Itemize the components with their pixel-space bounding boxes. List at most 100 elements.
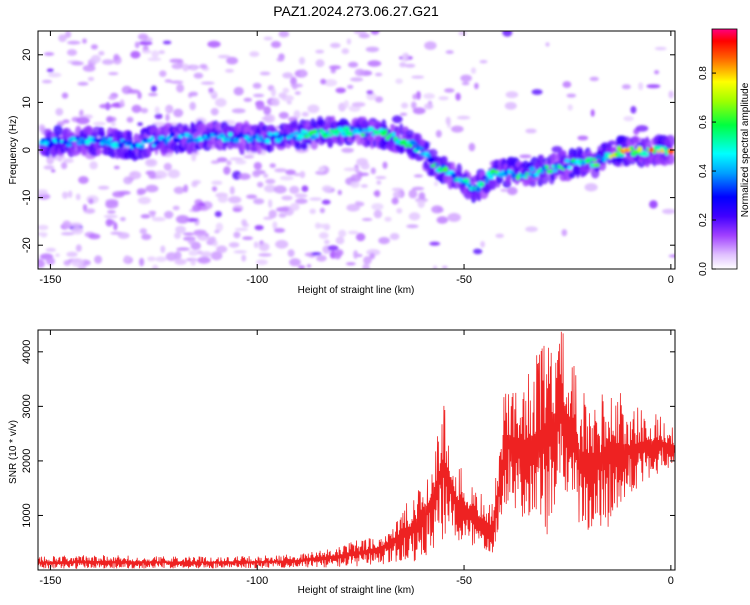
heatmap-noise-blob	[223, 166, 231, 175]
heatmap-ridge-core	[265, 138, 271, 144]
heatmap-noise-blob	[436, 216, 448, 224]
heatmap-noise-blob	[545, 42, 550, 47]
heatmap-ridge-core	[597, 160, 604, 164]
heatmap-noise-blob	[145, 184, 159, 193]
heatmap-noise-blob	[285, 169, 296, 176]
heatmap-noise-blob	[48, 72, 62, 78]
heatmap-noise-blob	[434, 181, 439, 187]
heatmap-ridge-halo	[456, 163, 462, 175]
heatmap-noise-blob	[668, 254, 675, 258]
heatmap-ridge-core	[76, 141, 83, 146]
heatmap-ridge-halo	[423, 160, 429, 170]
heatmap-noise-blob	[45, 257, 56, 266]
heatmap-noise-blob	[98, 51, 105, 56]
heatmap-noise-blob	[229, 186, 235, 195]
heatmap-noise-blob	[174, 258, 187, 265]
heatmap-ridge-core	[332, 132, 340, 136]
heatmap-noise-blob	[384, 216, 392, 222]
heatmap-noise-blob	[471, 67, 476, 74]
heatmap-noise-blob	[85, 208, 96, 214]
heatmap-noise-blob	[65, 31, 72, 38]
heatmap-noise-blob	[169, 58, 183, 63]
heatmap-noise-blob	[635, 125, 649, 132]
heatmap-noise-blob	[176, 247, 190, 251]
heatmap-noise-blob	[78, 176, 89, 184]
heatmap-noise-blob	[193, 72, 204, 79]
heatmap-noise-blob	[38, 258, 44, 263]
heatmap-noise-blob	[117, 232, 130, 239]
heatmap-noise-blob	[278, 212, 287, 218]
heatmap-noise-blob	[263, 173, 269, 178]
heatmap-noise-blob	[423, 93, 435, 100]
heatmap-noise-blob	[89, 161, 98, 170]
heatmap-noise-blob	[298, 265, 306, 269]
heatmap-ridge-core	[549, 169, 553, 174]
heatmap-ridge-core	[169, 132, 176, 137]
heatmap-noise-blob	[254, 225, 264, 231]
heatmap-noise-blob	[163, 162, 172, 171]
heatmap-noise-blob	[232, 207, 242, 212]
y-tick-label: 10	[21, 96, 33, 108]
heatmap-noise-blob	[148, 92, 158, 97]
y-tick-label: -10	[21, 190, 33, 206]
heatmap-noise-blob	[263, 106, 272, 116]
heatmap-noise-blob	[282, 87, 290, 94]
heatmap-noise-blob	[345, 262, 356, 266]
heatmap-noise-blob	[139, 40, 153, 46]
heatmap-noise-blob	[137, 91, 142, 100]
heatmap-noise-blob	[329, 65, 341, 70]
heatmap-noise-blob	[44, 52, 55, 56]
heatmap-noise-blob	[321, 199, 331, 205]
heatmap-ridge-core	[280, 136, 284, 141]
heatmap-ridge-core	[595, 155, 602, 160]
heatmap-noise-blob	[63, 260, 71, 266]
heatmap-noise-blob	[113, 222, 118, 231]
heatmap-noise-blob	[225, 68, 234, 73]
heatmap-noise-blob	[455, 92, 461, 101]
heatmap-ridge-core	[482, 175, 487, 180]
y-tick-label: 2000	[21, 449, 33, 473]
heatmap-noise-blob	[319, 207, 325, 214]
heatmap-noise-blob	[376, 180, 382, 185]
heatmap-noise-blob	[69, 222, 83, 227]
heatmap-noise-blob	[299, 171, 306, 179]
heatmap-noise-blob	[139, 228, 147, 235]
heatmap-noise-blob	[335, 236, 345, 245]
heatmap-noise-blob	[279, 175, 294, 181]
x-tick-label: -150	[39, 274, 61, 286]
heatmap-noise-blob	[273, 228, 286, 233]
heatmap-noise-blob	[88, 233, 101, 240]
heatmap-noise-blob	[584, 183, 598, 192]
snr-frame	[37, 329, 676, 571]
heatmap-noise-blob	[371, 203, 384, 211]
heatmap-noise-blob	[105, 218, 113, 227]
heatmap-noise-blob	[111, 121, 116, 127]
heatmap-ridge-core	[349, 126, 356, 130]
heatmap-noise-blob	[391, 197, 399, 205]
heatmap-noise-blob	[191, 181, 198, 188]
heatmap-ridge-core	[404, 142, 408, 149]
heatmap-noise-blob	[76, 116, 90, 125]
heatmap-noise-blob	[119, 99, 125, 107]
heatmap-noise-blob	[445, 116, 451, 125]
heatmap-noise-blob	[370, 167, 376, 175]
heatmap-noise-blob	[137, 33, 149, 41]
heatmap-noise-blob	[424, 41, 437, 50]
figure-title: PAZ1.2024.273.06.27.G21	[273, 3, 439, 19]
heatmap-noise-blob	[630, 106, 637, 114]
heatmap-ridge-halo	[369, 137, 375, 149]
heatmap-ridge-core	[358, 127, 363, 132]
heatmap-ridge-core	[227, 132, 233, 137]
heatmap-ridge-core	[475, 186, 482, 193]
heatmap-noise-blob	[182, 63, 189, 72]
heatmap-noise-blob	[360, 184, 368, 188]
x-tick-label: 0	[668, 274, 674, 286]
heatmap-noise-blob	[137, 196, 151, 205]
heatmap-noise-blob	[233, 250, 247, 254]
heatmap-noise-blob	[525, 128, 537, 134]
heatmap-noise-blob	[158, 50, 165, 54]
heatmap-noise-blob	[171, 63, 184, 70]
heatmap-noise-blob	[566, 93, 577, 98]
heatmap-noise-blob	[276, 207, 289, 212]
heatmap-noise-blob	[140, 107, 149, 114]
